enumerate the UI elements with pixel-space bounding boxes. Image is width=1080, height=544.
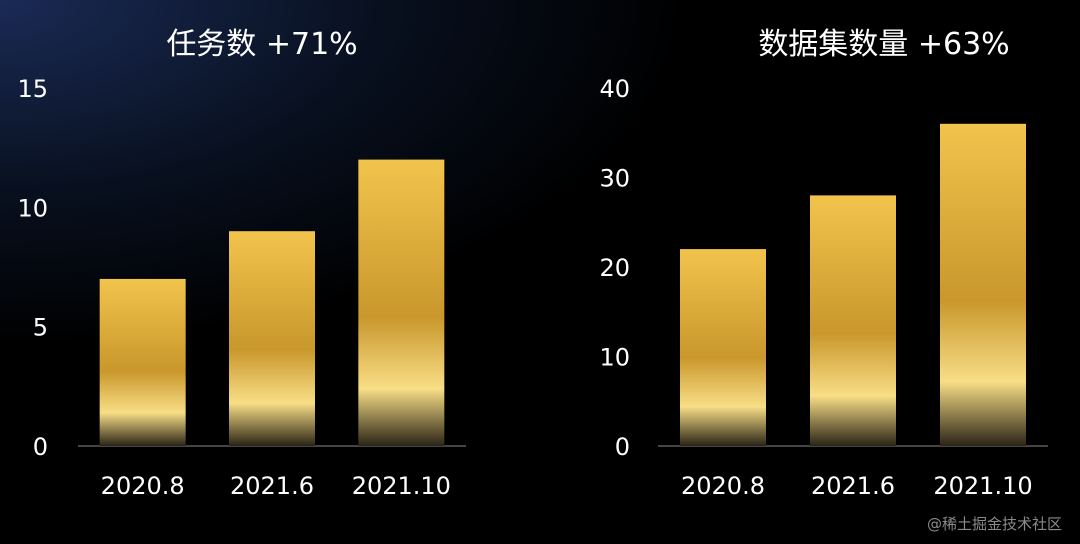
bar-2021.6 <box>810 195 896 446</box>
x-tick-label: 2020.8 <box>681 472 765 500</box>
x-tick-label: 2021.10 <box>352 472 451 500</box>
chart-title: 数据集数量 +63% <box>758 27 1009 62</box>
bar-2021.6 <box>229 231 315 446</box>
x-tick-label: 2021.6 <box>230 472 314 500</box>
y-tick-label: 10 <box>599 344 630 372</box>
task-count-chart: 任务数 +71% 0 5 10 15 2020.8 2021.6 2021.10 <box>17 27 466 500</box>
watermark: @稀土掘金技术社区 <box>926 515 1062 533</box>
y-tick-label: 40 <box>599 75 630 103</box>
bar-2021.10 <box>940 123 1026 447</box>
y-tick-label: 5 <box>33 314 48 342</box>
x-tick-label: 2021.10 <box>933 472 1032 500</box>
chart-title: 任务数 +71% <box>166 27 357 62</box>
y-tick-label: 10 <box>17 194 48 222</box>
bar-2021.10 <box>358 159 445 446</box>
dataset-count-chart: 数据集数量 +63% 0 10 20 30 40 2020.8 2021.6 2021.10 <box>599 27 1048 500</box>
y-tick-label: 0 <box>33 433 48 461</box>
x-tick-label: 2020.8 <box>101 472 185 500</box>
y-tick-label: 30 <box>599 165 630 193</box>
y-tick-label: 15 <box>17 75 48 103</box>
y-tick-label: 20 <box>599 254 630 282</box>
bar-2020.8 <box>680 249 766 446</box>
x-tick-label: 2021.6 <box>811 472 895 500</box>
y-tick-label: 0 <box>615 433 630 461</box>
bar-2020.8 <box>99 278 186 446</box>
